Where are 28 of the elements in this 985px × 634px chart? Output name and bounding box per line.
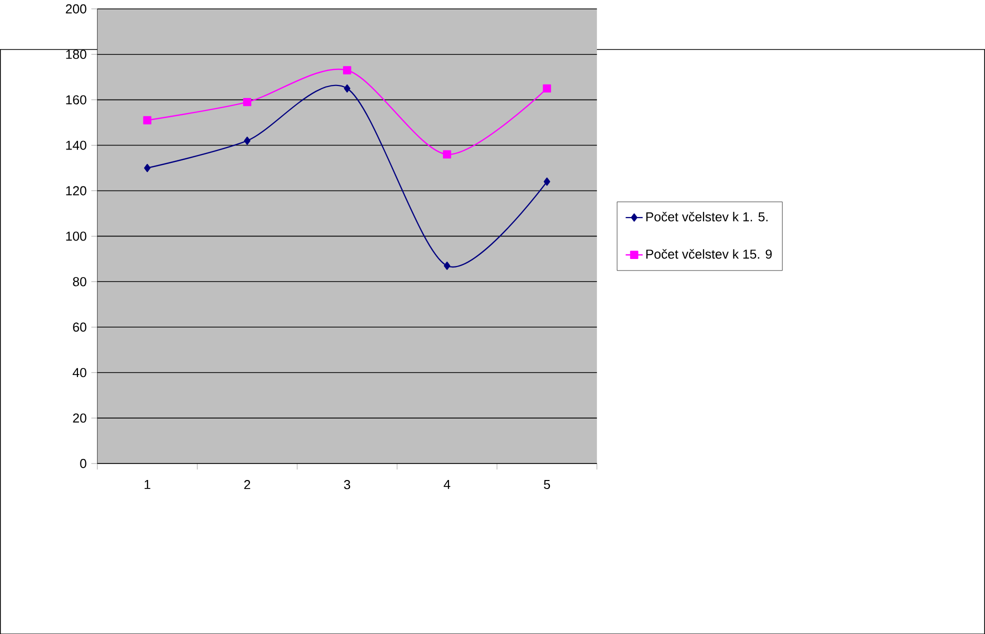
y-tick-label: 60 [73, 322, 86, 332]
y-tick-label: 200 [66, 4, 86, 14]
y-tick-label: 20 [73, 413, 86, 422]
x-tick-label: 2 [244, 480, 250, 489]
x-tick-label: 4 [444, 480, 450, 489]
x-tick-label: 3 [344, 480, 350, 489]
point [143, 116, 152, 124]
point [244, 136, 250, 145]
y-tick-label: 140 [66, 140, 86, 150]
y-tick-label: 0 [80, 458, 86, 468]
legend-label: Počet včelstev k 15. 9 [646, 248, 772, 259]
point [343, 66, 352, 74]
x-tick-label: 1 [144, 480, 150, 489]
point [144, 164, 151, 172]
x-tick-label: 5 [544, 480, 550, 489]
y-tick-label: 80 [72, 276, 86, 286]
point [444, 261, 450, 270]
y-tick-label: 40 [72, 368, 86, 377]
y-tick-label: 120 [66, 186, 86, 196]
point [542, 84, 552, 92]
point [344, 84, 350, 92]
point [544, 177, 550, 186]
point [442, 150, 452, 158]
y-tick-label: 160 [66, 95, 86, 104]
legend-label: Počet včelstev k 1. 5. [646, 212, 768, 222]
y-tick-label: 180 [66, 50, 86, 59]
y-tick-label: 100 [66, 231, 86, 241]
point [243, 98, 252, 106]
